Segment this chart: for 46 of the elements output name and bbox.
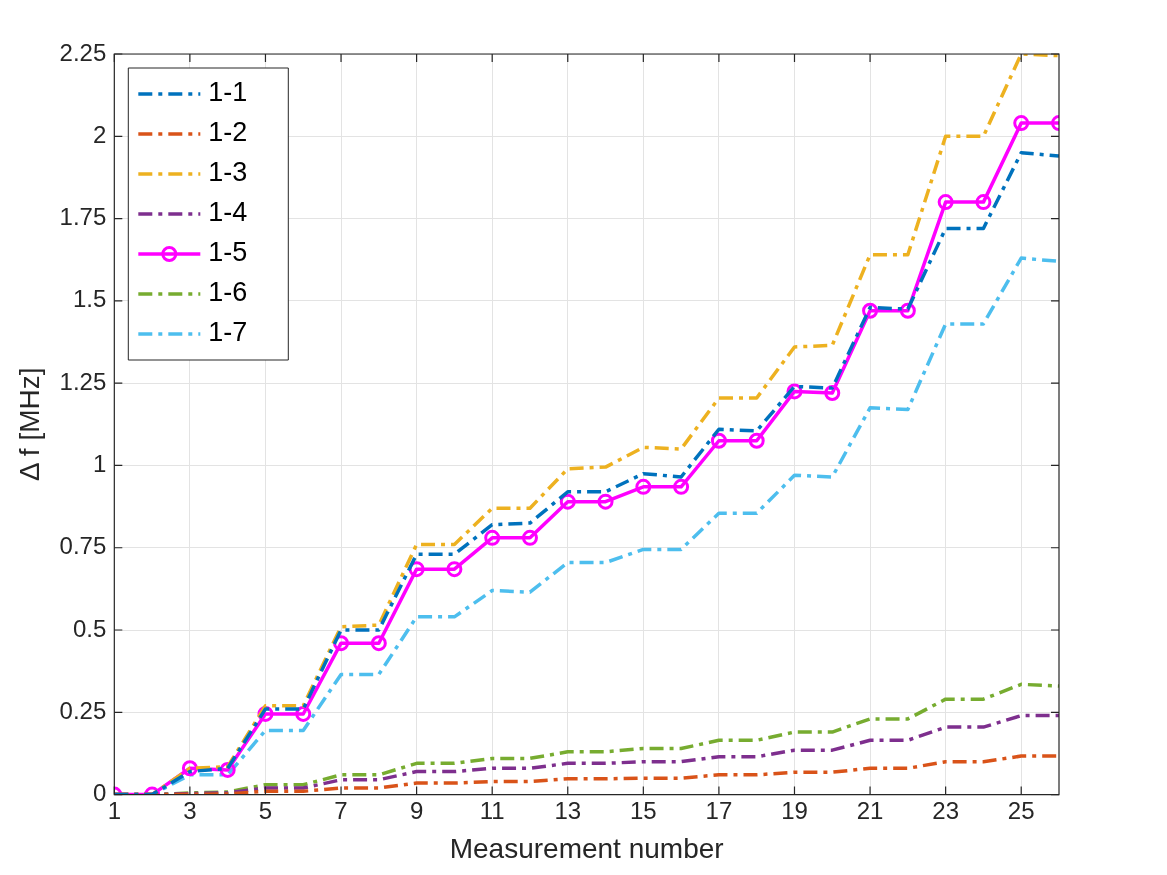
y-tick-label: 0.25 [59, 696, 107, 724]
y-tick-label: 0 [92, 779, 107, 807]
x-tick-label: 25 [1007, 796, 1035, 824]
point [710, 432, 727, 449]
point [484, 529, 501, 546]
y-axis-title: Δ f [MHz] [13, 367, 45, 482]
y-tick-label: 2 [92, 120, 107, 148]
y-tick-label: 1.75 [59, 203, 107, 231]
x-tick-label: 21 [856, 796, 884, 824]
y-tick-label: 0.5 [72, 614, 107, 642]
y-tick-label: 1.5 [72, 285, 107, 313]
y-tick-label: 1.25 [59, 367, 107, 395]
x-tick-label: 9 [409, 796, 424, 824]
x-tick-label: 19 [781, 796, 808, 824]
x-tick-label: 5 [258, 796, 273, 824]
legend-label: 1-4 [208, 197, 248, 228]
point [1013, 115, 1030, 132]
point [370, 635, 387, 652]
point [824, 385, 841, 402]
legend-label: 1-1 [208, 77, 248, 108]
legend-label: 1-2 [208, 117, 248, 148]
point [446, 561, 463, 578]
legend-label: 1-3 [208, 157, 248, 188]
y-tick-label: 2.25 [59, 38, 107, 66]
point [673, 478, 690, 495]
point [521, 529, 538, 546]
y-tick-label: 1 [92, 450, 107, 478]
point [975, 194, 992, 211]
point [635, 478, 652, 495]
x-tick-label: 17 [705, 796, 733, 824]
point [748, 432, 765, 449]
x-tick-label: 7 [334, 796, 348, 824]
x-tick-label: 3 [183, 796, 197, 824]
point [862, 302, 879, 319]
y-tick-label: 0.75 [59, 532, 107, 560]
legend-label: 1-7 [208, 317, 248, 348]
point [295, 705, 312, 722]
legend-label: 1-5 [208, 237, 248, 268]
x-tick-label: 13 [554, 796, 582, 824]
x-axis-title: Measurement number [449, 832, 724, 864]
x-tick-label: 11 [479, 796, 505, 824]
legend-label: 1-6 [208, 277, 248, 308]
point [937, 194, 954, 211]
x-tick-label: 15 [629, 796, 657, 824]
x-tick-label: 23 [932, 796, 959, 824]
point [597, 493, 614, 510]
